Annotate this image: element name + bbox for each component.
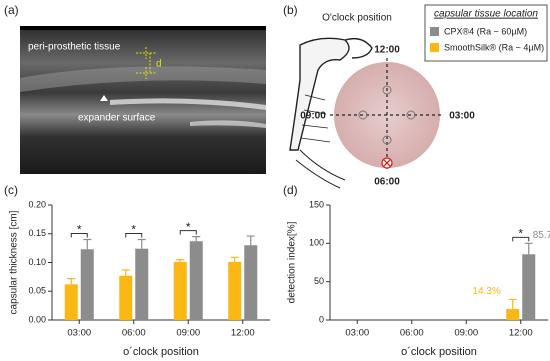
error-bar	[524, 242, 533, 255]
x-axis-label: o´clock position	[123, 346, 199, 358]
bar	[506, 309, 520, 320]
error-bar	[176, 259, 185, 262]
significance-bracket	[179, 230, 197, 235]
x-tick-label: 12:00	[231, 328, 255, 339]
significance-label: *	[77, 223, 82, 237]
significance-bracket	[125, 233, 143, 238]
x-tick-label: 12:00	[509, 328, 533, 339]
bar	[80, 249, 94, 320]
clock-face	[330, 58, 444, 172]
annotation: d	[156, 59, 162, 70]
annotation: expander surface	[78, 113, 156, 124]
significance-bracket	[70, 233, 88, 238]
bar	[244, 245, 258, 320]
significance-label: *	[186, 220, 191, 234]
y-tick-label: 0.20	[28, 199, 46, 209]
bar	[119, 275, 133, 320]
y-tick-label: 0.05	[28, 286, 46, 296]
bar	[189, 241, 203, 320]
y-tick-label: 50	[314, 276, 324, 286]
panel-label: (d)	[283, 183, 298, 197]
error-bar	[230, 256, 239, 262]
significance-bracket	[512, 236, 530, 242]
y-tick-label: 150	[309, 199, 324, 209]
y-tick-label: 0.10	[28, 257, 46, 267]
clock-label: 03:00	[449, 111, 475, 122]
legend-swatch	[430, 27, 439, 36]
significance-label: *	[518, 227, 523, 241]
x-tick-label: 09:00	[454, 328, 478, 339]
error-bar	[67, 278, 76, 285]
panel-label: (c)	[4, 183, 18, 197]
y-tick-label: 0	[319, 314, 324, 324]
y-tick-label: 0.00	[28, 314, 46, 324]
significance-label: *	[131, 223, 136, 237]
clock-label: 06:00	[374, 177, 400, 188]
error-bar	[121, 269, 130, 276]
panel-label: (b)	[283, 3, 298, 17]
x-tick-label: 03:00	[67, 328, 91, 339]
bar	[135, 248, 149, 320]
bar	[64, 284, 78, 320]
panel-label: (a)	[4, 3, 19, 17]
legend-label: CPX®4 (Ra ~ 60µM)	[444, 26, 527, 36]
ultrasound-image	[20, 26, 266, 174]
error-bar	[246, 235, 255, 246]
y-axis-label: capsular thickness [cm]	[9, 210, 20, 314]
bar	[173, 261, 187, 320]
y-tick-label: 100	[309, 238, 324, 248]
y-tick-label: 0.15	[28, 228, 46, 238]
legend-title: capsular tissue location	[434, 9, 538, 20]
value-label: 85.7%	[533, 230, 550, 241]
value-label: 14.3%	[472, 286, 500, 297]
legend-swatch	[430, 43, 439, 52]
x-tick-label: 06:00	[122, 328, 146, 339]
clock-label: 12:00	[374, 45, 400, 56]
legend: capsular tissue location CPX®4 (Ra ~ 60µ…	[424, 4, 548, 62]
clock-label: 09:00	[300, 111, 326, 122]
error-bar	[137, 238, 146, 249]
x-tick-label: 03:00	[345, 328, 369, 339]
shoulder-sketch	[289, 37, 373, 189]
legend-label: SmoothSilk® (Ra ~ 4µM)	[444, 42, 544, 52]
bar	[522, 254, 536, 320]
y-axis-label: detection index[%]	[287, 221, 298, 303]
diagram-title: O'clock position	[322, 13, 392, 24]
annotation: peri-prosthetic tissue	[28, 42, 121, 53]
error-bar	[83, 238, 92, 250]
x-tick-label: 06:00	[400, 328, 424, 339]
error-bar	[192, 236, 201, 242]
x-tick-label: 09:00	[176, 328, 200, 339]
x-axis-label: o´clock position	[401, 346, 477, 358]
error-bar	[508, 298, 517, 310]
bar	[228, 261, 242, 320]
